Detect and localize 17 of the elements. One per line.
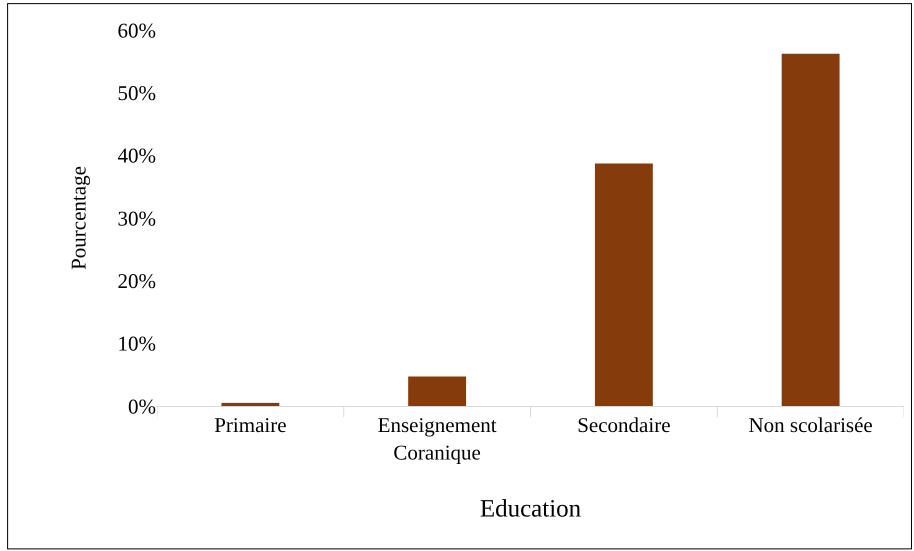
y-axis-title: Pourcentage <box>66 166 91 270</box>
x-tick-label: Non scolarisée <box>748 413 873 438</box>
y-tick-label: 40% <box>118 144 156 168</box>
y-tick-label: 20% <box>118 269 156 294</box>
y-tick-label: 0% <box>128 394 156 418</box>
bar <box>408 376 466 406</box>
bar <box>594 163 653 406</box>
y-tick-label: 60% <box>118 18 156 42</box>
bar <box>782 54 840 406</box>
x-axis-title: Education <box>480 496 582 522</box>
x-tick-label: Enseignement Coranique <box>378 413 497 464</box>
y-tick-label: 30% <box>118 206 156 230</box>
y-tick-label: 10% <box>118 332 156 356</box>
bar <box>221 402 280 406</box>
y-tick-label: 50% <box>118 81 156 106</box>
x-tick-label: Primaire <box>214 413 287 438</box>
x-tick-label: Secondaire <box>577 413 671 438</box>
